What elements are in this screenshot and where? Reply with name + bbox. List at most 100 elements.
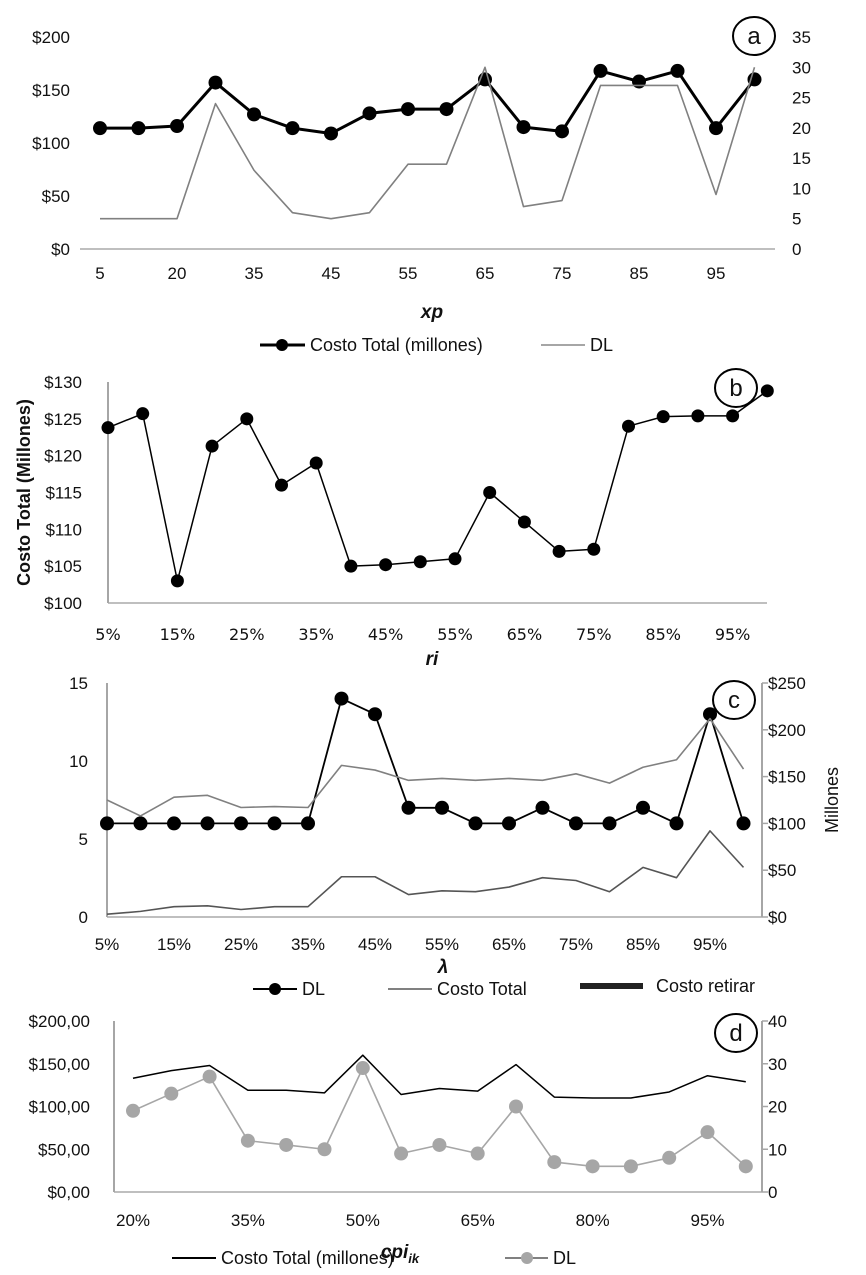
y-left-tick-label: $120	[44, 447, 82, 466]
y-left-tick-label: $105	[44, 557, 82, 576]
data-point	[202, 1069, 217, 1084]
panel-badge-label: c	[728, 687, 740, 714]
y-left-tick-label: 10	[69, 752, 88, 771]
data-point	[131, 121, 146, 136]
data-point	[555, 124, 569, 139]
y-right-tick-label: 35	[792, 28, 811, 47]
data-point	[167, 816, 181, 831]
data-point	[747, 72, 762, 87]
legend-label: DL	[590, 335, 613, 355]
data-point	[587, 542, 601, 556]
y-right-tick-label: 0	[792, 240, 801, 259]
y-right-tick-label: $0	[768, 908, 787, 927]
data-point	[435, 800, 449, 815]
x-axis-title: λ	[437, 957, 449, 978]
data-point	[247, 107, 261, 122]
data-point	[401, 800, 416, 815]
y-left-tick-label: $200,00	[29, 1012, 90, 1031]
data-point	[669, 816, 684, 831]
data-point	[636, 800, 650, 815]
data-point	[468, 816, 483, 831]
legend-marker-costo	[276, 339, 288, 351]
x-tick-label: 55%	[437, 625, 473, 644]
data-point	[368, 707, 382, 722]
chart-panel-d: $0,00 $50,00 $100,00 $150,00 $200,00 0 10 20 30 4…	[29, 1012, 787, 1268]
y-right-tick-label: 25	[792, 89, 811, 108]
y-right-tick-label: 15	[792, 149, 811, 168]
legend-marker-dl	[521, 1252, 533, 1264]
y-left-tick-label: $100,00	[29, 1098, 90, 1117]
y-left-tick-label: $130	[44, 373, 82, 392]
series-line-costo-total	[106, 717, 745, 817]
legend-label: Costo Total	[437, 979, 527, 999]
data-point	[317, 1142, 332, 1157]
series-line-costo-total-millones-	[100, 69, 756, 135]
data-point	[662, 1150, 677, 1165]
data-point	[656, 410, 670, 424]
data-point	[432, 1137, 447, 1152]
y-right-tick-label: $50	[768, 861, 796, 880]
panel-badge-label: b	[729, 375, 742, 402]
x-tick-label: 65%	[461, 1211, 495, 1230]
x-tick-label: 35%	[298, 625, 334, 644]
x-tick-label: 15%	[157, 935, 191, 954]
y-left-tick-label: $150,00	[29, 1055, 90, 1074]
x-tick-label: 80%	[576, 1211, 610, 1230]
y-right-tick-label: $150	[768, 768, 806, 787]
chart-panel-b: $100 $105 $110 $115 $120 $125 $130 5% 15% 25% 35% 4…	[14, 368, 774, 670]
data-point	[362, 106, 377, 121]
x-tick-label: 55%	[425, 935, 459, 954]
x-tick-label: 35%	[231, 1211, 265, 1230]
data-point	[470, 1146, 485, 1161]
chart-panel-a: $0 $50 $100 $150 $200 0 5 10 15 20 25 30 35 5 20 35 45 55…	[32, 16, 811, 355]
data-point	[355, 1061, 370, 1076]
data-point	[200, 816, 215, 831]
data-point	[726, 409, 740, 423]
data-point	[126, 1103, 140, 1118]
y-left-tick-label: $115	[45, 484, 82, 503]
x-tick-label: 20	[168, 264, 187, 283]
y-left-tick-label: $200	[32, 28, 70, 47]
data-point	[439, 102, 454, 117]
data-point	[93, 121, 107, 136]
y-right-tick-label: $250	[768, 674, 806, 693]
data-point	[632, 74, 646, 89]
data-point	[622, 419, 635, 433]
data-point	[670, 63, 685, 78]
x-tick-label: 95%	[715, 625, 751, 644]
data-point	[164, 1086, 179, 1101]
data-point	[535, 800, 550, 815]
data-point	[334, 691, 349, 706]
y-left-tick-label: $100	[44, 594, 82, 613]
x-tick-label: 5%	[95, 625, 120, 644]
y-left-tick-label: $50	[42, 187, 70, 206]
data-point	[593, 63, 608, 78]
series-line-costo-retirar	[106, 830, 745, 915]
y-left-tick-label: $125	[44, 410, 82, 429]
x-tick-label: 75	[553, 264, 572, 283]
y-left-tick-label: 15	[69, 674, 88, 693]
x-axis-title: ri	[426, 649, 439, 670]
data-point	[324, 126, 338, 141]
y-right-tick-label: 0	[768, 1183, 777, 1202]
data-point	[100, 816, 114, 831]
legend-label: DL	[302, 979, 325, 999]
data-point	[547, 1155, 562, 1170]
data-point	[208, 75, 223, 90]
y-right-tick-label: 30	[768, 1055, 787, 1074]
data-point	[700, 1125, 715, 1140]
data-point	[569, 816, 583, 831]
x-tick-label: 45%	[358, 935, 392, 954]
x-tick-label: 20%	[116, 1211, 150, 1230]
x-tick-label: 65%	[507, 625, 543, 644]
x-tick-label: 35%	[291, 935, 325, 954]
x-tick-label: 25%	[229, 625, 265, 644]
data-point	[502, 816, 516, 831]
data-point	[552, 544, 566, 558]
y-right-tick-label: 20	[768, 1098, 787, 1117]
data-point	[379, 558, 393, 572]
data-point	[234, 816, 248, 831]
data-point	[240, 412, 254, 426]
panel-badge-label: a	[747, 23, 761, 50]
data-point	[738, 1159, 753, 1174]
